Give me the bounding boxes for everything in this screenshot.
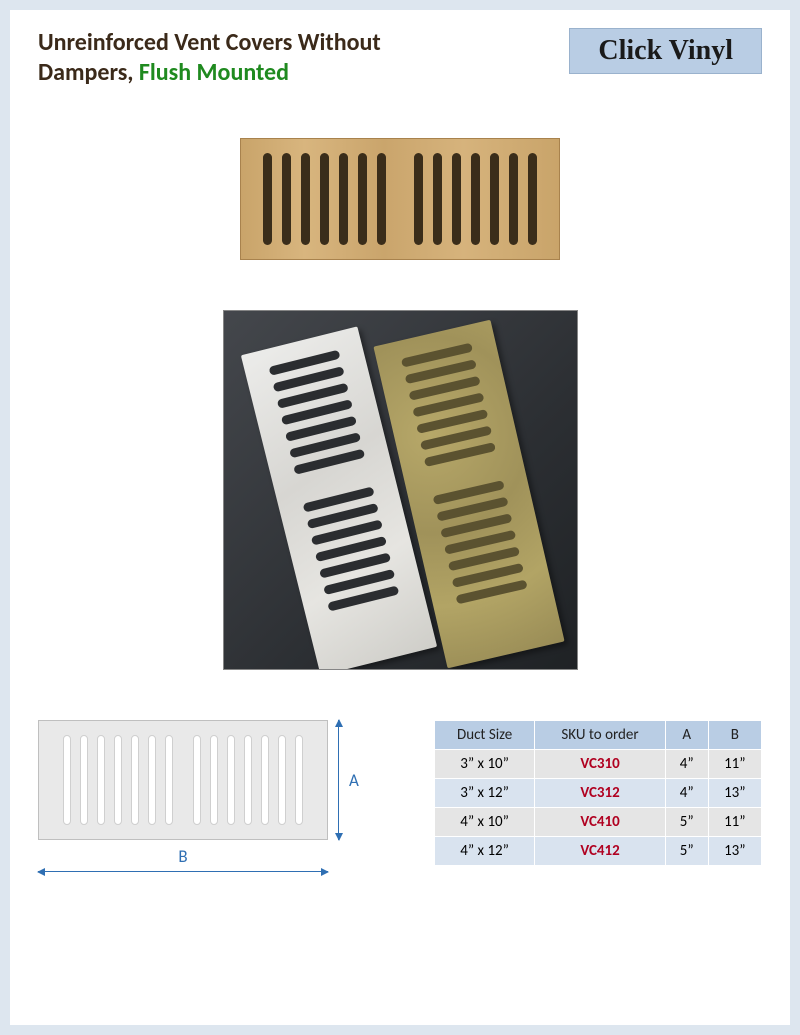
cell-duct: 3” x 10”	[435, 750, 535, 779]
table-row: 3” x 10” VC310 4” 11”	[435, 750, 762, 779]
col-sku: SKU to order	[535, 721, 666, 750]
cell-duct: 3” x 12”	[435, 779, 535, 808]
product-images	[38, 138, 762, 670]
title-highlight: Flush Mounted	[139, 58, 289, 87]
spec-table: Duct Size SKU to order A B 3” x 10” VC31…	[434, 720, 762, 866]
page-title: Unreinforced Vent Covers Without Dampers…	[38, 28, 458, 88]
table-row: 4” x 10” VC410 5” 11”	[435, 808, 762, 837]
dimension-b: B	[38, 846, 328, 872]
cell-b: 11”	[708, 750, 761, 779]
dimension-a-label: A	[349, 770, 359, 791]
col-a: A	[665, 721, 708, 750]
table-row: 4” x 12” VC412 5” 13”	[435, 837, 762, 866]
cell-a: 4”	[665, 779, 708, 808]
cell-sku: VC412	[535, 837, 666, 866]
category-badge: Click Vinyl	[569, 28, 762, 74]
page-header: Unreinforced Vent Covers Without Dampers…	[38, 28, 762, 88]
col-b: B	[708, 721, 761, 750]
cell-a: 4”	[665, 750, 708, 779]
cell-a: 5”	[665, 837, 708, 866]
vent-outline	[38, 720, 328, 840]
dimension-b-label: B	[178, 846, 187, 867]
dimension-diagram: A B	[38, 720, 398, 840]
dimension-a: A	[338, 720, 359, 840]
cell-duct: 4” x 10”	[435, 808, 535, 837]
col-duct-size: Duct Size	[435, 721, 535, 750]
cell-a: 5”	[665, 808, 708, 837]
cell-duct: 4” x 12”	[435, 837, 535, 866]
vent-illustration-wood	[240, 138, 560, 260]
cell-b: 13”	[708, 779, 761, 808]
table-row: 3” x 12” VC312 4” 13”	[435, 779, 762, 808]
cell-sku: VC410	[535, 808, 666, 837]
spec-row: A B Duct Size SKU to order A B 3” x 10” …	[38, 720, 762, 866]
cell-b: 13”	[708, 837, 761, 866]
table-body: 3” x 10” VC310 4” 11” 3” x 12” VC312 4” …	[435, 750, 762, 866]
vent-photo	[223, 310, 578, 670]
cell-sku: VC310	[535, 750, 666, 779]
table-header-row: Duct Size SKU to order A B	[435, 721, 762, 750]
catalog-page: Unreinforced Vent Covers Without Dampers…	[10, 10, 790, 1025]
cell-sku: VC312	[535, 779, 666, 808]
cell-b: 11”	[708, 808, 761, 837]
